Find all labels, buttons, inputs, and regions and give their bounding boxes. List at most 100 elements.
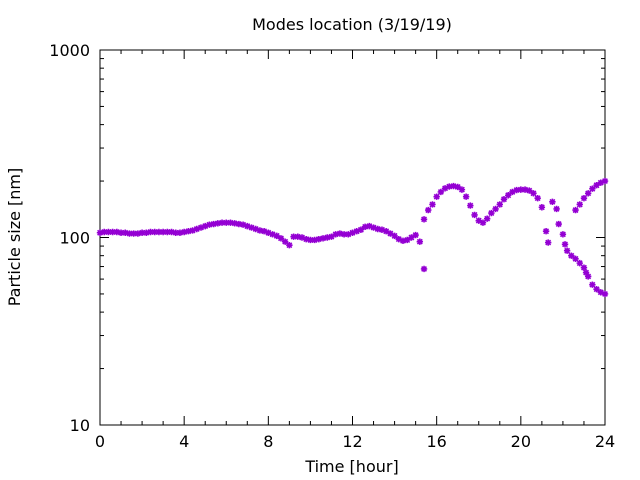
data-point — [563, 247, 571, 254]
data-point — [281, 238, 289, 245]
data-point — [395, 235, 402, 243]
data-point — [408, 234, 415, 241]
data-point — [265, 229, 272, 236]
data-point — [172, 229, 179, 236]
data-point — [252, 225, 259, 233]
data-point — [559, 231, 567, 238]
data-point — [555, 220, 562, 228]
data-point — [505, 192, 512, 199]
data-point — [180, 228, 188, 236]
data-point — [601, 290, 609, 298]
plot-frame — [99, 49, 606, 426]
data-point — [572, 255, 579, 262]
data-point — [138, 229, 146, 236]
data-point — [492, 205, 499, 213]
data-point — [248, 224, 255, 231]
data-point — [113, 228, 121, 236]
data-point — [593, 182, 600, 189]
data-point — [155, 228, 163, 236]
x-tick-label: 12 — [342, 432, 362, 451]
data-point — [197, 224, 205, 231]
data-point — [176, 229, 184, 236]
data-point — [462, 193, 470, 200]
data-point — [244, 222, 251, 230]
data-point — [286, 241, 293, 249]
x-tick-label: 0 — [95, 432, 105, 451]
data-point — [143, 229, 150, 236]
data-point — [433, 193, 440, 200]
data-point — [210, 220, 217, 228]
y-axis-label: Particle size [nm] — [5, 168, 24, 307]
data-point — [235, 220, 243, 228]
data-point — [416, 238, 424, 245]
data-point — [568, 252, 575, 259]
data-point — [298, 234, 306, 241]
data-point — [454, 183, 461, 191]
data-point — [437, 188, 445, 196]
data-point — [412, 231, 419, 239]
data-point — [378, 226, 386, 233]
data-point — [164, 228, 171, 236]
data-point — [471, 211, 478, 219]
data-point — [361, 223, 369, 231]
data-point — [572, 206, 579, 214]
data-point — [202, 222, 209, 230]
data-point — [399, 237, 407, 245]
data-point — [544, 239, 552, 246]
data-point — [349, 229, 356, 236]
data-point — [483, 215, 491, 222]
data-point — [256, 227, 264, 234]
data-point — [580, 195, 588, 202]
data-point — [218, 219, 226, 226]
data-point — [357, 226, 365, 233]
data-point — [109, 228, 116, 236]
data-point — [404, 236, 411, 244]
tick-labels: 0 4 8 12 16 20 24 10 100 1000 — [49, 41, 615, 451]
data-point — [159, 228, 167, 236]
data-point — [340, 231, 348, 238]
data-point — [324, 234, 331, 241]
data-point — [311, 236, 318, 244]
data-point — [553, 205, 560, 213]
data-point — [580, 264, 588, 271]
data-point — [189, 227, 196, 234]
data-point — [597, 179, 604, 186]
data-point — [319, 235, 327, 242]
data-point — [332, 231, 339, 238]
data-point — [294, 233, 301, 240]
data-point — [521, 186, 529, 193]
data-point — [336, 230, 344, 237]
data-point — [597, 289, 604, 296]
data-point — [277, 235, 285, 242]
data-point — [526, 187, 533, 194]
data-point — [96, 229, 104, 236]
data-point — [260, 228, 268, 235]
data-point — [576, 201, 583, 208]
data-point — [315, 235, 323, 243]
data-point — [446, 183, 453, 190]
data-point — [147, 228, 154, 236]
data-point — [387, 230, 394, 237]
data-point — [513, 186, 520, 194]
data-point — [488, 209, 495, 217]
data-point — [290, 233, 297, 240]
data-point — [307, 236, 314, 244]
data-point — [328, 233, 335, 240]
data-point — [101, 228, 108, 236]
tick-marks — [99, 49, 606, 426]
data-point — [517, 186, 525, 193]
data-point — [227, 219, 234, 226]
x-tick-label: 24 — [595, 432, 615, 451]
data-point — [345, 231, 352, 238]
data-point — [467, 202, 474, 209]
x-tick-label: 16 — [426, 432, 446, 451]
data-point — [475, 217, 482, 224]
data-point — [269, 231, 276, 238]
x-tick-label: 8 — [263, 432, 273, 451]
data-point — [185, 228, 192, 235]
data-point — [500, 196, 508, 203]
data-point — [601, 177, 609, 185]
data-point — [576, 259, 583, 267]
data-point — [206, 221, 213, 228]
